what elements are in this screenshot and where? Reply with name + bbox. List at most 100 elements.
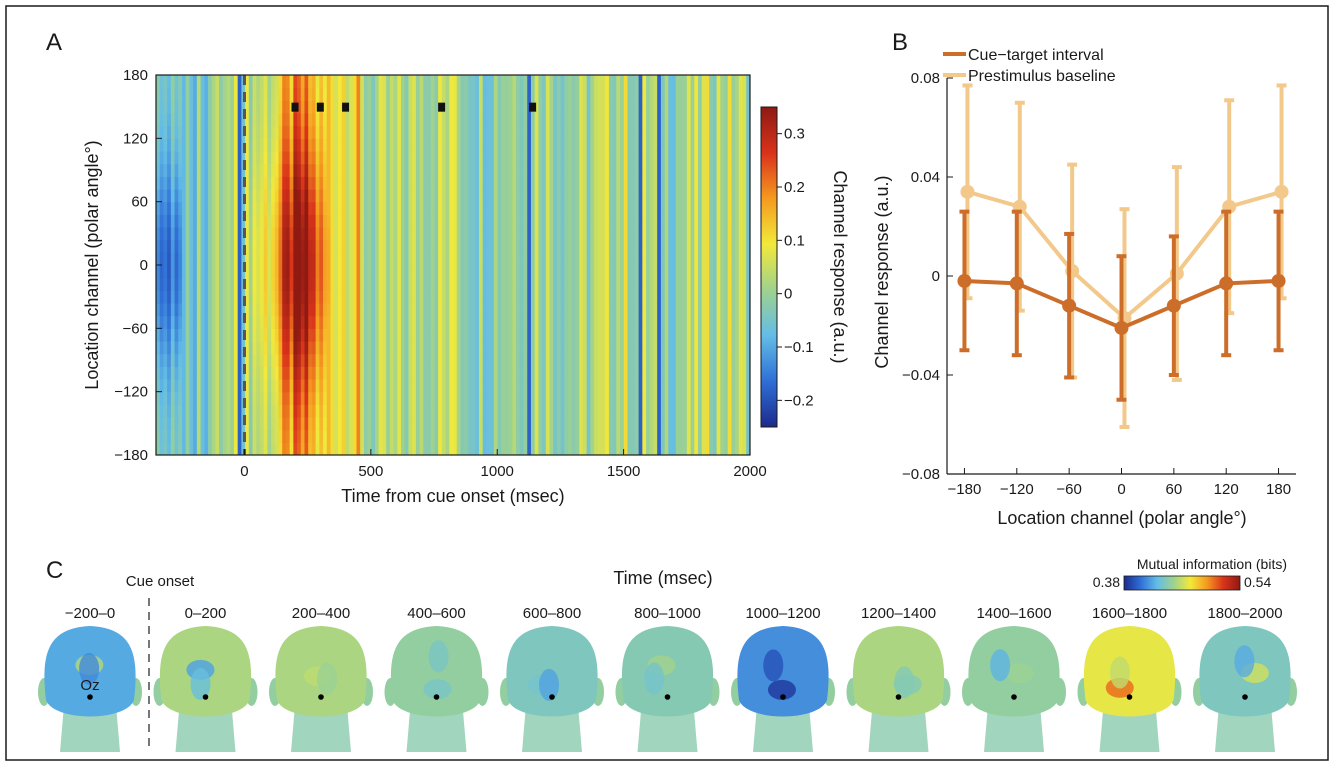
heatmap-cell <box>467 214 473 228</box>
heatmap-cell <box>375 138 380 152</box>
heatmap-cell <box>660 113 666 127</box>
heatmap-cell <box>378 328 384 342</box>
heatmap-cell <box>167 163 172 177</box>
heatmap-cell <box>590 353 595 367</box>
heatmap-cell <box>248 353 254 367</box>
heatmap-cell <box>427 75 432 89</box>
heatmap-cell <box>441 303 447 317</box>
heatmap-cell <box>330 404 335 418</box>
heatmap-cell <box>716 404 721 418</box>
heatmap-cell <box>612 138 617 152</box>
heatmap-cell <box>594 75 599 89</box>
heatmap-cell <box>412 138 417 152</box>
heatmap-cell <box>170 125 176 139</box>
heatmap-cell <box>731 328 736 342</box>
heatmap-cell <box>612 151 617 165</box>
heatmap-cell <box>263 277 268 291</box>
heatmap-cell <box>542 391 547 405</box>
heatmap-cell <box>701 163 707 177</box>
heatmap-cell <box>727 151 733 165</box>
heatmap-cell <box>204 252 209 266</box>
heatmap-cell <box>720 252 725 266</box>
heatmap-cell <box>549 125 554 139</box>
heatmap-cell <box>156 75 161 89</box>
heatmap-cell <box>698 227 703 241</box>
heatmap-cell <box>323 379 328 393</box>
heatmap-cell <box>701 125 707 139</box>
heatmap-cell <box>330 353 335 367</box>
heatmap-cell <box>345 341 350 355</box>
heatmap-cell <box>282 176 287 190</box>
heatmap-cell <box>375 100 380 114</box>
heatmap-cell <box>204 328 209 342</box>
heatmap-cell <box>672 201 677 215</box>
heatmap-cell <box>248 252 254 266</box>
heatmap-cell <box>527 87 532 101</box>
heatmap-cell <box>705 404 710 418</box>
heatmap-cell <box>683 75 688 89</box>
heatmap-cell <box>627 303 632 317</box>
heatmap-cell <box>226 252 231 266</box>
heatmap-cell <box>553 290 558 304</box>
heatmap-cell <box>185 290 191 304</box>
heatmap-cell <box>571 100 577 114</box>
heatmap-cell <box>738 366 744 380</box>
heatmap-cell <box>375 265 380 279</box>
heatmap-cell <box>675 113 681 127</box>
heatmap-cell <box>586 176 591 190</box>
heatmap-cell <box>605 227 610 241</box>
heatmap-cell <box>724 277 729 291</box>
heatmap-cell <box>449 328 454 342</box>
heatmap-cell <box>646 87 651 101</box>
heatmap-cell <box>649 138 655 152</box>
heatmap-cell <box>478 442 484 455</box>
topo-blob <box>190 668 211 701</box>
heatmap-cell <box>623 277 629 291</box>
heatmap-cell <box>315 151 320 165</box>
heatmap-cell <box>456 163 462 177</box>
heatmap-cell <box>341 189 346 203</box>
heatmap-cell <box>709 328 714 342</box>
heatmap-cell <box>393 163 398 177</box>
heatmap-cell <box>382 429 387 443</box>
heatmap-cell <box>627 442 632 455</box>
heatmap-cell <box>408 417 413 431</box>
heatmap-cell <box>345 353 350 367</box>
heatmap-cell <box>163 366 168 380</box>
heatmap-cell <box>178 429 183 443</box>
heatmap-cell <box>412 303 417 317</box>
heatmap-cell <box>204 113 209 127</box>
heatmap-cell <box>701 75 707 89</box>
heatmap-cell <box>356 125 361 139</box>
heatmap-cell <box>334 265 339 279</box>
heatmap-cell <box>464 265 469 279</box>
heatmap-cell <box>594 176 599 190</box>
heatmap-cell <box>653 328 658 342</box>
heatmap-cell <box>724 391 729 405</box>
heatmap-cell <box>564 214 569 228</box>
heatmap-cell <box>564 189 569 203</box>
heatmap-cell <box>634 227 640 241</box>
significance-marker <box>438 102 446 112</box>
heatmap-cell <box>467 227 473 241</box>
heatmap-cell <box>174 163 179 177</box>
heatmap-cell <box>746 100 750 114</box>
heatmap-cell <box>623 353 629 367</box>
heatmap-cell <box>616 391 621 405</box>
heatmap-cell <box>482 75 488 89</box>
heatmap-cell <box>211 277 216 291</box>
heatmap-cell <box>311 366 317 380</box>
heatmap-cell <box>256 214 261 228</box>
heatmap-cell <box>349 315 354 329</box>
heatmap-cell <box>672 277 677 291</box>
heatmap-cell <box>582 75 588 89</box>
heatmap-cell <box>185 353 191 367</box>
heatmap-cell <box>289 265 294 279</box>
heatmap-cell <box>475 341 480 355</box>
heatmap-cell <box>490 391 495 405</box>
heatmap-cell <box>608 353 614 367</box>
heatmap-cell <box>397 214 402 228</box>
heatmap-cell <box>293 75 298 89</box>
heatmap-cell <box>705 290 710 304</box>
heatmap-cell <box>274 227 280 241</box>
